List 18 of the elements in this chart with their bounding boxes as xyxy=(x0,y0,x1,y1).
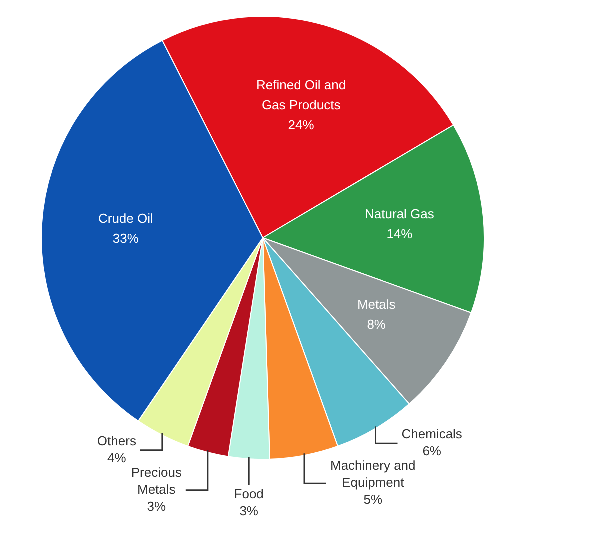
slice-label: Others xyxy=(97,433,137,448)
slice-label: Refined Oil and Gas Products xyxy=(256,78,346,113)
data-label: 14% xyxy=(386,226,414,242)
slice-label: Metals xyxy=(357,296,396,312)
data-label: 6% xyxy=(422,444,442,459)
slice-label: Machinery and Equipment xyxy=(330,458,416,490)
slice-label: Crude Oil xyxy=(98,210,154,226)
data-label: 3% xyxy=(240,504,259,519)
slice-label: Food xyxy=(234,486,264,502)
data-label: 4% xyxy=(108,450,127,466)
data-label: 33% xyxy=(112,230,140,246)
slice-label: Chemicals xyxy=(402,426,463,442)
data-label: 5% xyxy=(364,492,383,508)
data-label: 24% xyxy=(288,118,315,133)
data-label: 3% xyxy=(147,498,166,514)
slice-label: Natural Gas xyxy=(365,206,435,222)
data-label: 8% xyxy=(367,316,386,332)
slice-label: Precious Metals xyxy=(131,464,182,497)
